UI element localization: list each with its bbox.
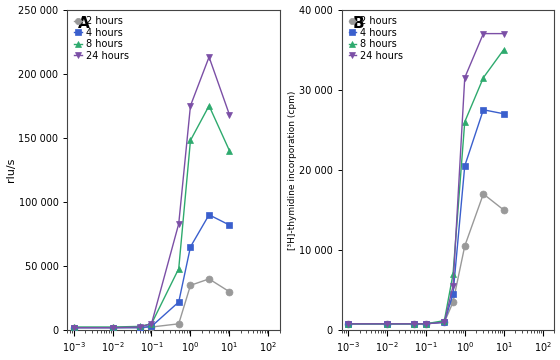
24 hours [226,113,233,117]
8 hours [109,325,116,329]
2 hours [206,277,212,281]
8 hours [441,319,448,323]
4 hours [137,325,143,330]
4 hours [461,164,468,168]
24 hours [344,321,351,326]
Line: 24 hours: 24 hours [70,54,233,331]
2 hours [410,321,417,326]
Legend: 2 hours, 4 hours, 8 hours, 24 hours: 2 hours, 4 hours, 8 hours, 24 hours [72,14,131,63]
8 hours [175,266,182,271]
Y-axis label: rlu/s: rlu/s [6,158,16,182]
8 hours [480,76,487,80]
2 hours [137,325,143,330]
24 hours [410,321,417,326]
Legend: 2 hours, 4 hours, 8 hours, 24 hours: 2 hours, 4 hours, 8 hours, 24 hours [347,14,405,63]
2 hours [441,320,448,324]
8 hours [422,321,429,326]
8 hours [137,324,143,329]
2 hours [384,321,390,326]
24 hours [70,325,77,330]
24 hours [148,321,155,326]
Text: B: B [352,16,364,31]
24 hours [461,76,468,80]
Line: 8 hours: 8 hours [344,46,507,327]
Line: 2 hours: 2 hours [344,190,507,327]
4 hours [480,108,487,112]
8 hours [70,325,77,329]
2 hours [175,321,182,326]
Line: 24 hours: 24 hours [344,30,507,327]
8 hours [410,321,417,326]
4 hours [410,321,417,326]
24 hours [480,31,487,36]
8 hours [226,148,233,153]
8 hours [450,272,456,276]
4 hours [441,320,448,324]
Line: 4 hours: 4 hours [70,211,233,331]
24 hours [384,321,390,326]
24 hours [175,222,182,226]
4 hours [422,321,429,326]
4 hours [384,321,390,326]
4 hours [501,112,507,116]
2 hours [187,283,194,288]
Line: 2 hours: 2 hours [70,275,233,331]
4 hours [70,325,77,330]
2 hours [226,289,233,294]
24 hours [450,284,456,288]
2 hours [501,208,507,212]
2 hours [70,325,77,330]
4 hours [148,324,155,329]
24 hours [137,325,143,329]
2 hours [344,321,351,326]
8 hours [501,48,507,52]
8 hours [384,321,390,326]
Line: 4 hours: 4 hours [344,106,507,327]
8 hours [148,321,155,326]
8 hours [461,120,468,124]
24 hours [441,320,448,324]
2 hours [480,192,487,196]
4 hours [206,213,212,217]
2 hours [109,325,116,330]
2 hours [450,300,456,304]
2 hours [422,321,429,326]
4 hours [109,325,116,330]
Text: A: A [78,16,90,31]
4 hours [450,292,456,296]
4 hours [226,223,233,227]
Y-axis label: [³H]-thymidine incorporation (cpm): [³H]-thymidine incorporation (cpm) [288,90,297,249]
24 hours [187,104,194,108]
4 hours [344,321,351,326]
2 hours [148,325,155,329]
8 hours [187,138,194,143]
2 hours [461,244,468,248]
24 hours [109,325,116,330]
4 hours [175,300,182,304]
24 hours [422,321,429,326]
4 hours [187,245,194,249]
8 hours [344,321,351,326]
Line: 8 hours: 8 hours [70,102,233,330]
8 hours [206,104,212,108]
24 hours [501,31,507,36]
24 hours [206,55,212,59]
